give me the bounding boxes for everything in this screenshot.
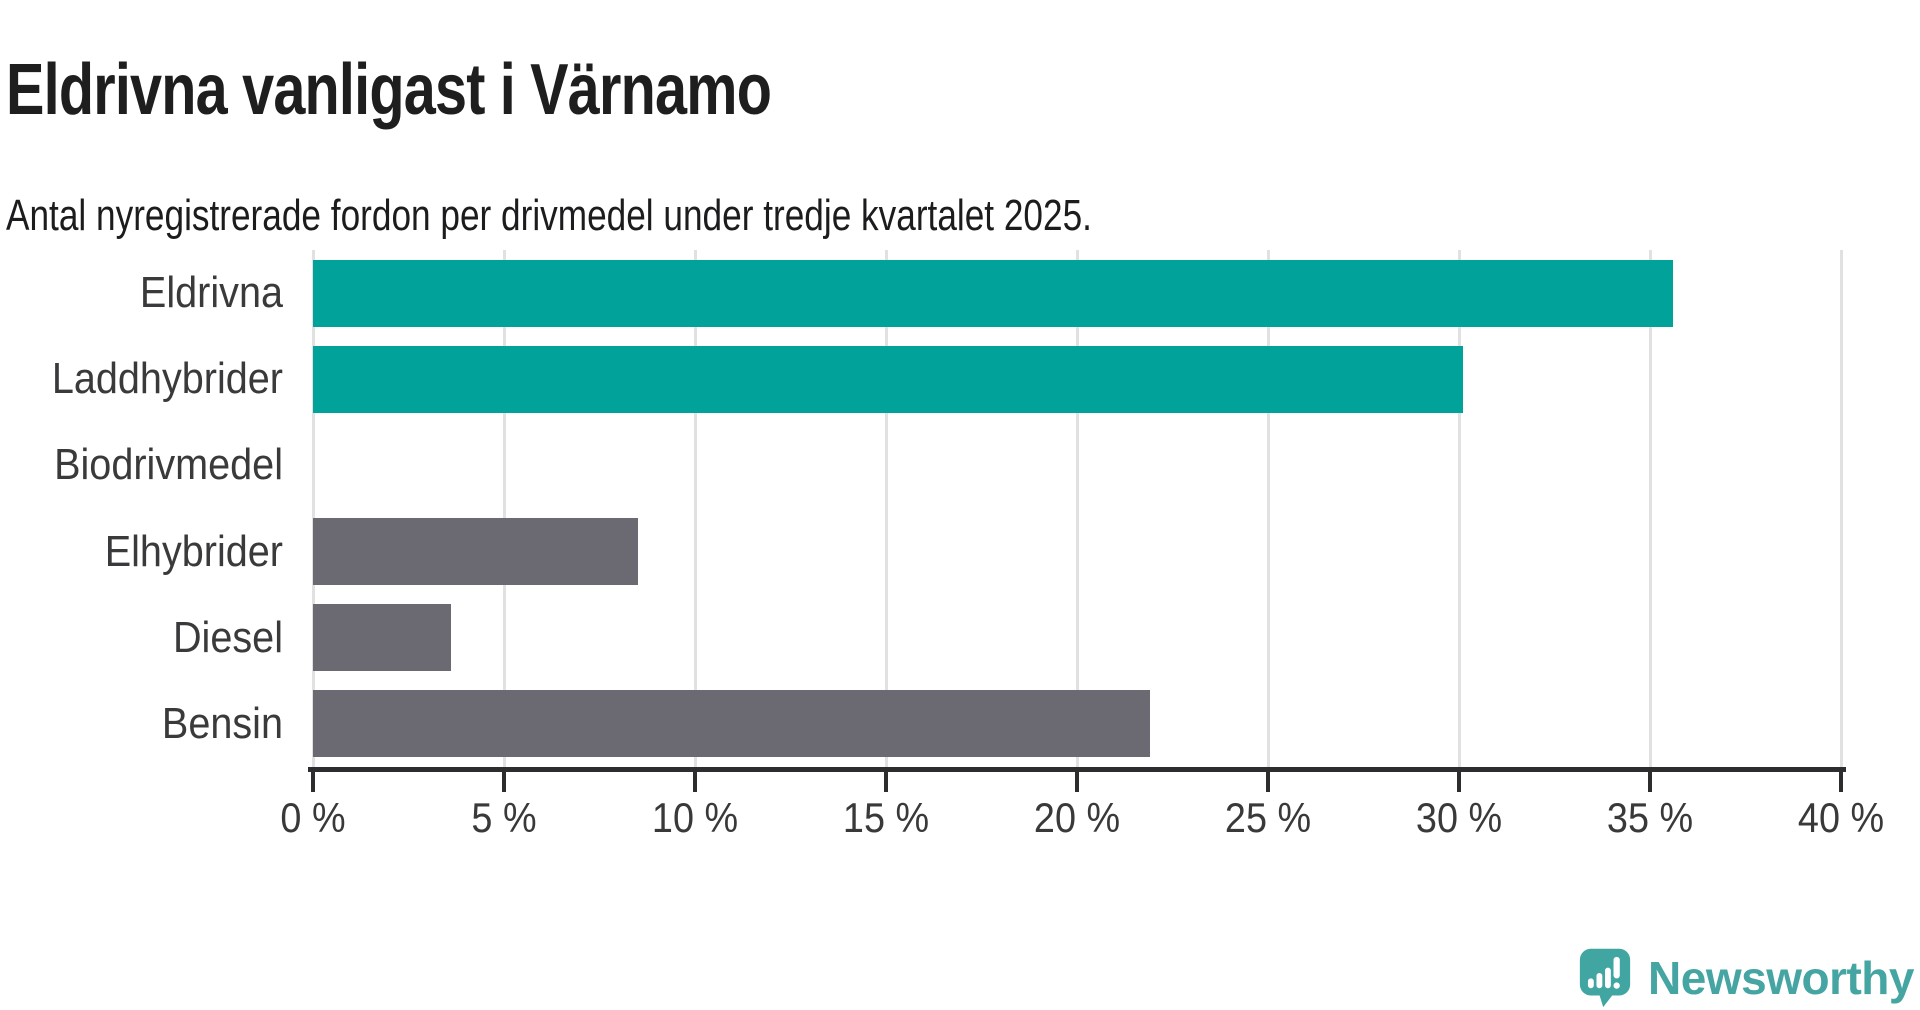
- x-axis-tick: [502, 767, 506, 792]
- x-axis-tick: [1266, 767, 1270, 792]
- category-label: Laddhybrider: [51, 354, 283, 404]
- gridline: [1075, 250, 1079, 767]
- gridline: [1648, 250, 1652, 767]
- x-axis-tick-label: 0 %: [280, 794, 346, 841]
- x-axis-tick-label: 10 %: [651, 794, 739, 841]
- x-axis-tick-label: 40 %: [1797, 794, 1885, 841]
- x-axis-tick: [1457, 767, 1461, 792]
- category-label: Eldrivna: [139, 268, 283, 318]
- category-axis: Eldrivna Laddhybrider Biodrivmedel Elhybrid…: [0, 250, 283, 767]
- gridline: [1266, 250, 1270, 767]
- gridline: [1839, 250, 1843, 767]
- x-axis-tick-label: 30 %: [1415, 794, 1503, 841]
- chart-title: Eldrivna vanligast i Värnamo: [6, 50, 772, 131]
- gridline: [884, 250, 888, 767]
- x-axis-tick: [1075, 767, 1079, 792]
- x-axis-tick-label: 25 %: [1224, 794, 1312, 841]
- x-axis-tick-label: 5 %: [471, 794, 537, 841]
- x-axis-tick: [311, 767, 315, 792]
- newsworthy-logo: Newsworthy: [1578, 947, 1914, 1008]
- x-axis-tick: [1648, 767, 1652, 792]
- bar-bensin: [313, 690, 1150, 758]
- newsworthy-logo-text: Newsworthy: [1648, 951, 1914, 1004]
- gridline: [1457, 250, 1461, 767]
- x-axis-tick: [693, 767, 697, 792]
- category-label: Elhybrider: [104, 526, 283, 576]
- x-axis-tick: [884, 767, 888, 792]
- gridline: [693, 250, 697, 767]
- newsworthy-speech-bubble-chart-icon: [1579, 948, 1631, 1008]
- x-axis-tick-label: 20 %: [1033, 794, 1121, 841]
- chart-subtitle: Antal nyregistrerade fordon per drivmede…: [6, 191, 1092, 240]
- gridline: [502, 250, 506, 767]
- x-axis-tick: [1839, 767, 1843, 792]
- x-axis-tick-label: 15 %: [842, 794, 930, 841]
- x-axis-tick-label: 35 %: [1606, 794, 1694, 841]
- category-label: Diesel: [172, 612, 283, 662]
- bar-elhybrider: [313, 518, 638, 586]
- plot-area: 0 % 5 % 10 % 15 % 20 % 25 % 30 % 35 % 40 %: [280, 250, 1884, 839]
- category-label: Biodrivmedel: [54, 440, 283, 490]
- category-label: Bensin: [161, 698, 283, 748]
- bar-eldrivna: [313, 259, 1673, 327]
- gridline: [311, 250, 315, 767]
- bar-laddhybrider: [313, 345, 1463, 413]
- bar-diesel: [313, 604, 451, 672]
